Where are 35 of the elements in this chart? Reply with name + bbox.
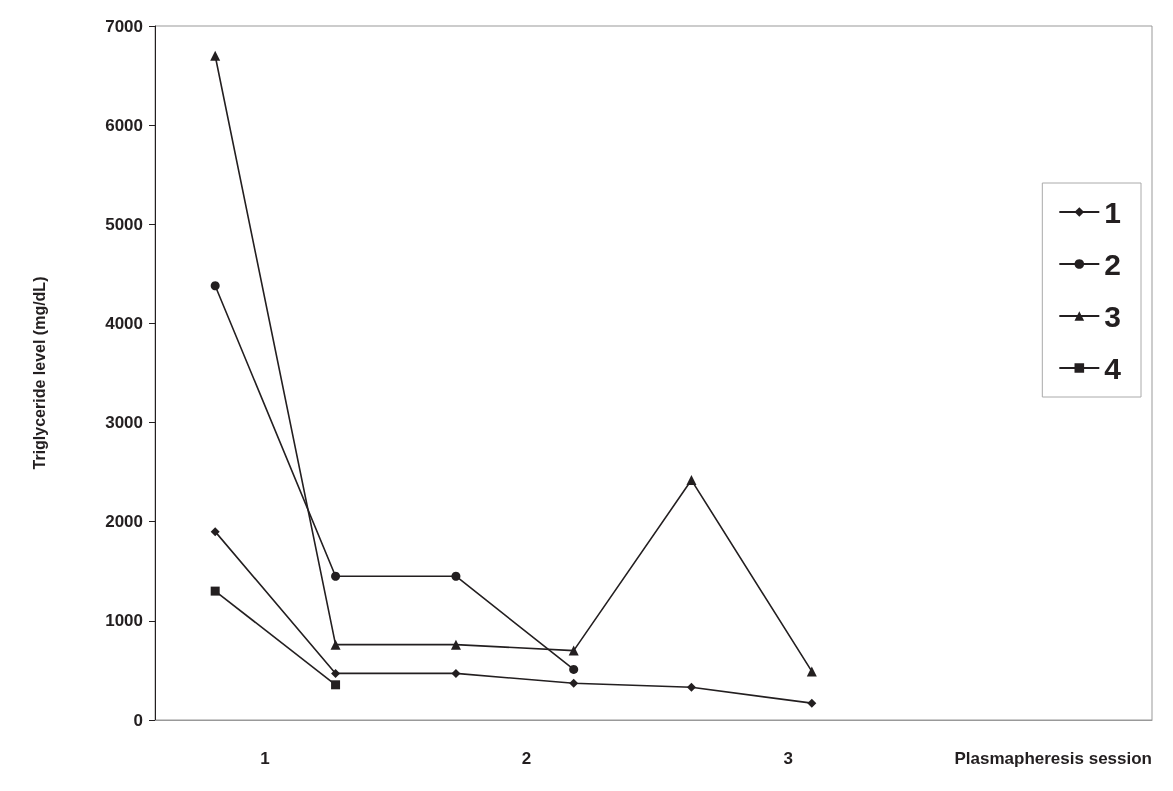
legend-label: 3: [1104, 299, 1121, 333]
point: [686, 682, 696, 692]
point: [331, 668, 341, 678]
point: [331, 680, 341, 690]
point: [330, 639, 341, 650]
point: [210, 50, 221, 61]
point: [569, 664, 579, 674]
y-tick-label: 0: [133, 710, 143, 730]
point: [569, 678, 579, 688]
point: [331, 571, 341, 581]
x-tick-label: 3: [783, 749, 793, 768]
x-tick-label: 1: [260, 749, 270, 768]
legend-label: 2: [1104, 247, 1121, 281]
y-tick-label: 4000: [105, 313, 143, 333]
point: [451, 668, 461, 678]
x-axis-title: Plasmapheresis session: [954, 749, 1152, 768]
point: [450, 639, 461, 650]
legend-label: 4: [1104, 351, 1122, 385]
point: [210, 281, 220, 291]
y-tick-label: 2000: [105, 512, 143, 532]
point: [807, 698, 817, 708]
point: [210, 527, 220, 537]
y-tick-label: 6000: [105, 115, 143, 135]
y-tick-label: 3000: [105, 413, 143, 433]
point: [568, 645, 579, 656]
y-axis-title: Triglyceride level (mg/dL): [30, 276, 48, 470]
legend-label: 1: [1104, 195, 1121, 229]
y-tick-label: 1000: [105, 611, 143, 631]
point: [806, 666, 817, 677]
y-tick-label: 7000: [105, 16, 143, 36]
y-tick-label: 5000: [105, 214, 143, 234]
point: [686, 475, 697, 486]
x-tick-label: 2: [521, 749, 532, 768]
point: [451, 571, 461, 581]
point: [210, 586, 220, 596]
